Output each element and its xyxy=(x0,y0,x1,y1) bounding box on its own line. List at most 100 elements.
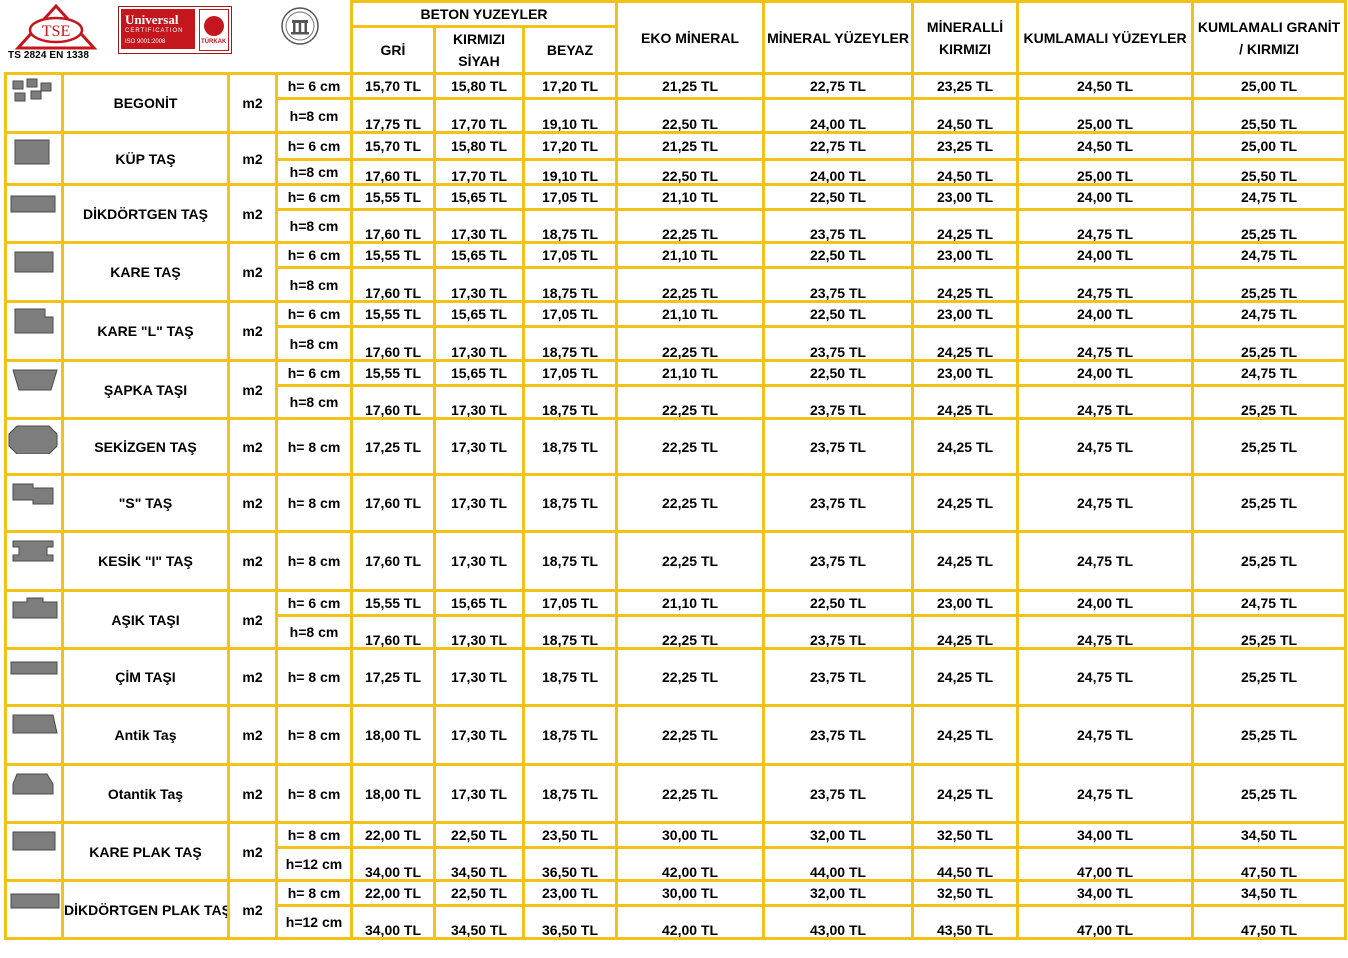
price-cell: 34,00 TL xyxy=(1016,821,1195,849)
price-cell: 18,75 TL xyxy=(521,704,619,766)
price-cell: 17,60 TL xyxy=(350,325,436,362)
price-cell: 23,00 TL xyxy=(911,300,1020,328)
product-row: DİKDÖRTGEN PLAK TAŞ m2 h= 8 cm 22,00 TL 22,5… xyxy=(4,879,1348,940)
price-cell: 30,00 TL xyxy=(615,821,766,849)
price-cell: 36,50 TL xyxy=(521,904,619,940)
product-name: KESİK "I" TAŞ xyxy=(61,530,230,592)
thickness-cell: h=8 cm xyxy=(275,208,353,244)
price-cell: 17,60 TL xyxy=(350,530,436,592)
price-cell: 23,75 TL xyxy=(762,384,915,420)
cube-stone-icon xyxy=(14,139,50,165)
product-unit: m2 xyxy=(227,241,278,303)
price-cell: 17,30 TL xyxy=(433,384,525,420)
product-unit: m2 xyxy=(227,589,278,650)
price-cell: 18,75 TL xyxy=(521,530,619,592)
universal-cert-logo: Universal CERTIFICATION ISO 9001:2008 TÜ… xyxy=(118,6,232,54)
price-cell: 22,50 TL xyxy=(615,97,766,134)
price-cell: 23,75 TL xyxy=(762,473,915,533)
square-plate-stone-icon xyxy=(12,831,56,851)
price-cell: 34,00 TL xyxy=(1016,879,1195,907)
price-cell: 25,25 TL xyxy=(1191,417,1348,476)
price-cell: 17,30 TL xyxy=(433,530,525,592)
product-unit: m2 xyxy=(227,300,278,362)
price-cell: 22,25 TL xyxy=(615,647,766,707)
price-cell: 21,25 TL xyxy=(615,72,766,100)
price-cell: 23,75 TL xyxy=(762,704,915,766)
price-cell: 23,75 TL xyxy=(762,530,915,592)
col-header-kirmizi-siyah: KIRMIZI SİYAH xyxy=(433,25,525,75)
product-image-cell xyxy=(4,241,64,303)
price-cell: 17,05 TL xyxy=(521,183,619,211)
price-cell: 47,50 TL xyxy=(1191,904,1348,940)
hat-stone-icon xyxy=(12,369,58,391)
price-cell: 24,50 TL xyxy=(911,97,1020,134)
price-cell: 18,75 TL xyxy=(521,473,619,533)
price-cell: 23,50 TL xyxy=(521,821,619,849)
price-cell: 17,60 TL xyxy=(350,473,436,533)
thickness-cell: h=8 cm xyxy=(275,97,353,134)
thickness-cell: h=8 cm xyxy=(275,384,353,420)
product-name: BEGONİT xyxy=(61,72,230,134)
price-cell: 21,10 TL xyxy=(615,183,766,211)
price-cell: 23,00 TL xyxy=(911,183,1020,211)
price-cell: 15,55 TL xyxy=(350,300,436,328)
price-cell: 22,75 TL xyxy=(762,131,915,161)
product-image-cell xyxy=(4,530,64,592)
price-cell: 17,25 TL xyxy=(350,647,436,707)
price-cell: 34,00 TL xyxy=(350,904,436,940)
price-cell: 25,00 TL xyxy=(1016,158,1195,186)
price-cell: 23,75 TL xyxy=(762,763,915,824)
price-cell: 24,25 TL xyxy=(911,704,1020,766)
thickness-cell: h= 6 cm xyxy=(275,359,353,387)
product-image-cell xyxy=(4,417,64,476)
price-cell: 22,25 TL xyxy=(615,763,766,824)
tse-text: TSE xyxy=(42,23,70,40)
price-cell: 25,50 TL xyxy=(1191,158,1348,186)
price-cell: 22,25 TL xyxy=(615,208,766,244)
price-cell: 47,00 TL xyxy=(1016,846,1195,882)
price-cell: 25,25 TL xyxy=(1191,763,1348,824)
price-cell: 24,25 TL xyxy=(911,530,1020,592)
price-cell: 22,50 TL xyxy=(762,300,915,328)
price-cell: 24,25 TL xyxy=(911,417,1020,476)
price-cell: 24,75 TL xyxy=(1016,208,1195,244)
product-image-cell xyxy=(4,589,64,650)
thickness-cell: h=8 cm xyxy=(275,158,353,186)
product-row: ÇİM TAŞI m2 h= 8 cm 17,25 TL 17,30 TL 18,75 T… xyxy=(4,647,1348,707)
product-row: Antik Taş m2 h= 8 cm 18,00 TL 17,30 TL 18,75 … xyxy=(4,704,1348,766)
price-cell: 17,30 TL xyxy=(433,473,525,533)
price-cell: 17,20 TL xyxy=(521,72,619,100)
product-name: DİKDÖRTGEN TAŞ xyxy=(61,183,230,244)
thickness-cell: h=8 cm xyxy=(275,614,353,650)
product-unit: m2 xyxy=(227,417,278,476)
thickness-cell: h= 6 cm xyxy=(275,589,353,617)
price-cell: 21,10 TL xyxy=(615,359,766,387)
price-cell: 15,80 TL xyxy=(433,72,525,100)
product-row: DİKDÖRTGEN TAŞ m2 h= 6 cm 15,55 TL 15,65 TL 1… xyxy=(4,183,1348,244)
price-cell: 15,80 TL xyxy=(433,131,525,161)
product-unit: m2 xyxy=(227,72,278,134)
price-cell: 19,10 TL xyxy=(521,97,619,134)
product-row: h=8 cm 17,75 TL 17,70 TL 19,10 TL 22,50 TL 24… xyxy=(6,97,1348,134)
price-cell: 24,00 TL xyxy=(1016,241,1195,269)
s-stone-icon xyxy=(12,483,54,505)
price-cell: 32,50 TL xyxy=(911,879,1020,907)
thickness-cell: h= 6 cm xyxy=(275,300,353,328)
price-cell: 18,00 TL xyxy=(350,763,436,824)
price-cell: 32,50 TL xyxy=(911,821,1020,849)
price-cell: 22,25 TL xyxy=(615,266,766,303)
product-row: Otantik Taş m2 h= 8 cm 18,00 TL 17,30 TL 18,7… xyxy=(4,763,1348,824)
price-cell: 24,75 TL xyxy=(1191,241,1348,269)
product-row: BEGONİT m2 h= 6 cm 15,70 TL 15,80 TL 17,20 TL… xyxy=(4,72,1348,134)
price-cell: 22,25 TL xyxy=(615,614,766,650)
price-cell: 17,60 TL xyxy=(350,266,436,303)
product-image-cell xyxy=(4,131,64,186)
product-unit: m2 xyxy=(227,704,278,766)
price-cell: 25,25 TL xyxy=(1191,614,1348,650)
universal-iso-label: ISO 9001:2008 xyxy=(125,39,166,45)
authentic-stone-icon xyxy=(12,773,54,795)
begonit-stone-icon xyxy=(12,78,52,102)
price-table-body: BEGONİT m2 h= 6 cm 15,70 TL 15,80 TL 17,20 TL… xyxy=(4,72,1348,940)
universal-cert-label: CERTIFICATION xyxy=(125,28,184,34)
price-cell: 24,75 TL xyxy=(1191,300,1348,328)
